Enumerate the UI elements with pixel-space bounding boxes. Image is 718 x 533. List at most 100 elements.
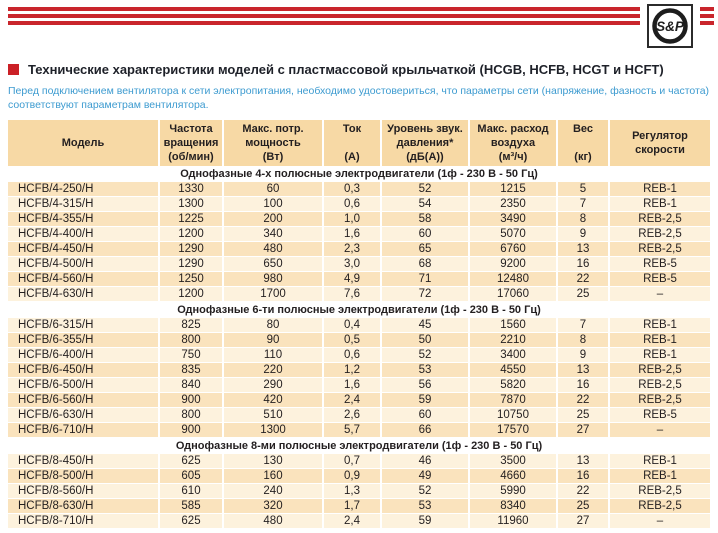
value-cell: 50: [382, 333, 470, 349]
value-cell: 9200: [470, 257, 558, 273]
table-row: HCFB/8-500/H 605 160 0,9 49 4660 16 REB-1: [8, 469, 710, 485]
value-cell: –: [610, 514, 710, 530]
value-cell: 290: [224, 378, 324, 394]
section-header: Однофазные 8-ми полюсные электродвигател…: [8, 438, 710, 455]
value-cell: 5070: [470, 227, 558, 243]
model-cell: HCFB/4-450/H: [8, 242, 160, 258]
table-row: HCFB/4-250/H 1330 60 0,3 52 1215 5 REB-1: [8, 182, 710, 198]
value-cell: REB-2,5: [610, 499, 710, 515]
value-cell: 17570: [470, 423, 558, 439]
value-cell: 2,6: [324, 408, 382, 424]
value-cell: REB-2,5: [610, 227, 710, 243]
value-cell: REB-2,5: [610, 484, 710, 500]
value-cell: 480: [224, 242, 324, 258]
column-header-3: Ток (А): [324, 120, 382, 167]
value-cell: 7: [558, 318, 610, 334]
value-cell: 1200: [160, 287, 224, 303]
model-cell: HCFB/4-355/H: [8, 212, 160, 228]
value-cell: 585: [160, 499, 224, 515]
model-cell: HCFB/6-315/H: [8, 318, 160, 334]
value-cell: 53: [382, 363, 470, 379]
value-cell: 1290: [160, 257, 224, 273]
value-cell: 10750: [470, 408, 558, 424]
value-cell: REB-5: [610, 408, 710, 424]
value-cell: 980: [224, 272, 324, 288]
value-cell: 0,6: [324, 197, 382, 213]
value-cell: 56: [382, 378, 470, 394]
table-row: HCFB/4-355/H 1225 200 1,0 58 3490 8 REB-2,5: [8, 212, 710, 228]
value-cell: 22: [558, 272, 610, 288]
value-cell: 9: [558, 348, 610, 364]
value-cell: 1330: [160, 182, 224, 198]
title-row: Технические характеристики моделей с пла…: [8, 62, 710, 77]
value-cell: 1225: [160, 212, 224, 228]
value-cell: 5: [558, 182, 610, 198]
value-cell: 2,4: [324, 393, 382, 409]
value-cell: 25: [558, 287, 610, 303]
red-stripe: [8, 7, 714, 11]
table-row: HCFB/6-400/H 750 110 0,6 52 3400 9 REB-1: [8, 348, 710, 364]
value-cell: 1290: [160, 242, 224, 258]
value-cell: 1200: [160, 227, 224, 243]
value-cell: 80: [224, 318, 324, 334]
value-cell: 1,3: [324, 484, 382, 500]
value-cell: 16: [558, 378, 610, 394]
value-cell: 480: [224, 514, 324, 530]
table-row: HCFB/6-630/H 800 510 2,6 60 10750 25 REB-5: [8, 408, 710, 424]
table-body: Однофазные 4-х полюсные электродвигатели…: [8, 166, 710, 530]
value-cell: 1250: [160, 272, 224, 288]
model-cell: HCFB/6-400/H: [8, 348, 160, 364]
value-cell: 1,2: [324, 363, 382, 379]
value-cell: 58: [382, 212, 470, 228]
value-cell: 510: [224, 408, 324, 424]
value-cell: 625: [160, 514, 224, 530]
value-cell: 1560: [470, 318, 558, 334]
value-cell: 68: [382, 257, 470, 273]
table-row: HCFB/4-400/H 1200 340 1,6 60 5070 9 REB-2,5: [8, 227, 710, 243]
value-cell: REB-2,5: [610, 363, 710, 379]
value-cell: REB-5: [610, 272, 710, 288]
value-cell: 0,6: [324, 348, 382, 364]
value-cell: 12480: [470, 272, 558, 288]
value-cell: 46: [382, 454, 470, 470]
value-cell: 160: [224, 469, 324, 485]
table-row: HCFB/6-560/H 900 420 2,4 59 7870 22 REB-2,5: [8, 393, 710, 409]
value-cell: 2210: [470, 333, 558, 349]
value-cell: 825: [160, 318, 224, 334]
value-cell: 0,5: [324, 333, 382, 349]
page-title: Технические характеристики моделей с пла…: [28, 62, 664, 77]
value-cell: 110: [224, 348, 324, 364]
column-header-5: Макс. расход воздуха (м³/ч): [470, 120, 558, 167]
value-cell: 1300: [160, 197, 224, 213]
value-cell: 340: [224, 227, 324, 243]
sp-logo-text: S&P: [656, 19, 685, 34]
value-cell: REB-2,5: [610, 212, 710, 228]
value-cell: –: [610, 287, 710, 303]
value-cell: REB-1: [610, 182, 710, 198]
value-cell: 59: [382, 393, 470, 409]
value-cell: 1300: [224, 423, 324, 439]
value-cell: 13: [558, 363, 610, 379]
value-cell: 420: [224, 393, 324, 409]
value-cell: 6760: [470, 242, 558, 258]
value-cell: 71: [382, 272, 470, 288]
value-cell: 1,7: [324, 499, 382, 515]
model-cell: HCFB/8-710/H: [8, 514, 160, 530]
table-row: HCFB/6-500/H 840 290 1,6 56 5820 16 REB-2,5: [8, 378, 710, 394]
model-cell: HCFB/4-250/H: [8, 182, 160, 198]
value-cell: 52: [382, 182, 470, 198]
value-cell: 5990: [470, 484, 558, 500]
value-cell: REB-5: [610, 257, 710, 273]
model-cell: HCFB/6-710/H: [8, 423, 160, 439]
column-header-4: Уровень звук. давления* (дБ(А)): [382, 120, 470, 167]
value-cell: 650: [224, 257, 324, 273]
value-cell: 610: [160, 484, 224, 500]
value-cell: 25: [558, 408, 610, 424]
title-bullet-icon: [8, 64, 19, 75]
value-cell: 4,9: [324, 272, 382, 288]
value-cell: –: [610, 423, 710, 439]
logo-container: S&P: [640, 2, 700, 50]
value-cell: 3,0: [324, 257, 382, 273]
value-cell: 0,3: [324, 182, 382, 198]
